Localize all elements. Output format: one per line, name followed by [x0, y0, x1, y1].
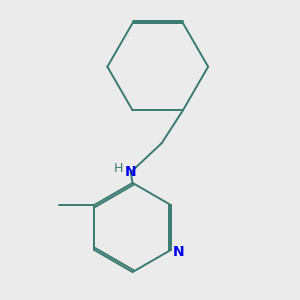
Text: H: H [113, 162, 123, 175]
Text: N: N [172, 245, 184, 259]
Text: N: N [125, 165, 136, 179]
